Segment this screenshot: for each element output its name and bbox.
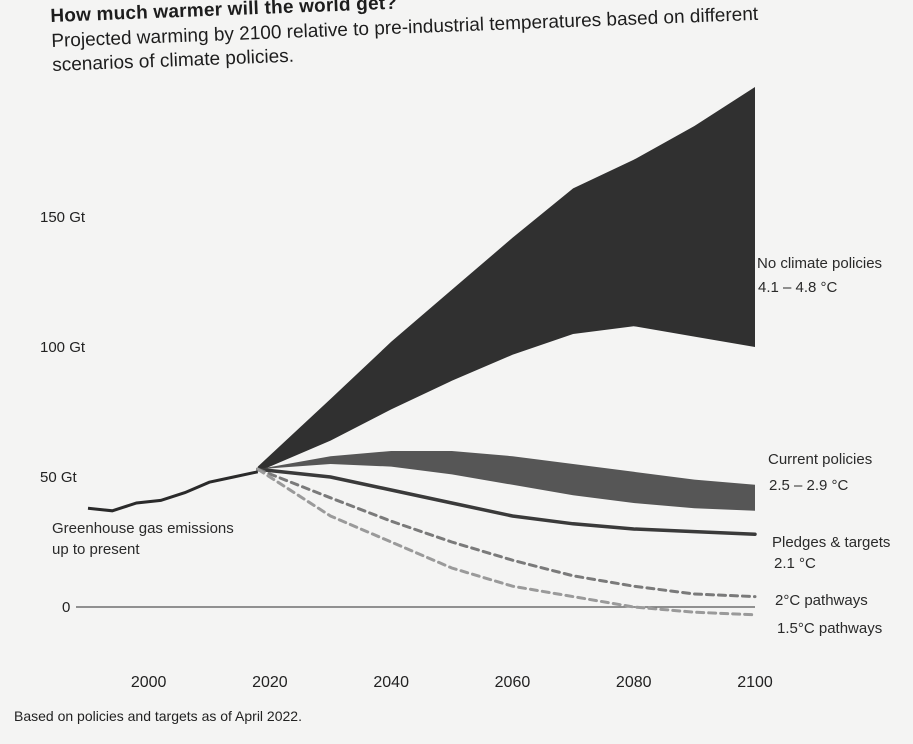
line-label-name: 1.5°C pathways [777, 620, 882, 637]
footnote: Based on policies and targets as of Apri… [14, 708, 302, 724]
band-no-climate-policies [257, 87, 755, 472]
line-label-range: 2.1 °C [774, 555, 816, 572]
y-tick-label: 150 Gt [40, 209, 86, 226]
line-label-name: 2°C pathways [775, 592, 868, 609]
line-2c-pathways [256, 467, 757, 599]
band-current-policies [257, 451, 755, 511]
band-label-range: 2.5 – 2.9 °C [769, 477, 849, 494]
y-tick-label: 0 [62, 599, 70, 616]
x-tick-label: 2040 [373, 674, 409, 691]
x-tick-label: 2100 [737, 674, 773, 691]
historical-label: Greenhouse gas emissions [52, 520, 234, 537]
line-pledges-targets [256, 467, 757, 536]
x-tick-label: 2060 [495, 674, 531, 691]
band-label-name: No climate policies [757, 255, 882, 272]
y-tick-label: 50 Gt [40, 469, 78, 486]
band-label-range: 4.1 – 4.8 °C [758, 279, 838, 296]
band-label-name: Current policies [768, 451, 872, 468]
x-tick-label: 2000 [131, 674, 167, 691]
y-tick-label: 100 Gt [40, 339, 86, 356]
x-tick-label: 2020 [252, 674, 288, 691]
historical-label: up to present [52, 541, 140, 558]
line-historical-emissions [87, 470, 259, 513]
line-1-5c-pathways [256, 467, 757, 617]
x-tick-label: 2080 [616, 674, 652, 691]
line-label-name: Pledges & targets [772, 534, 890, 551]
